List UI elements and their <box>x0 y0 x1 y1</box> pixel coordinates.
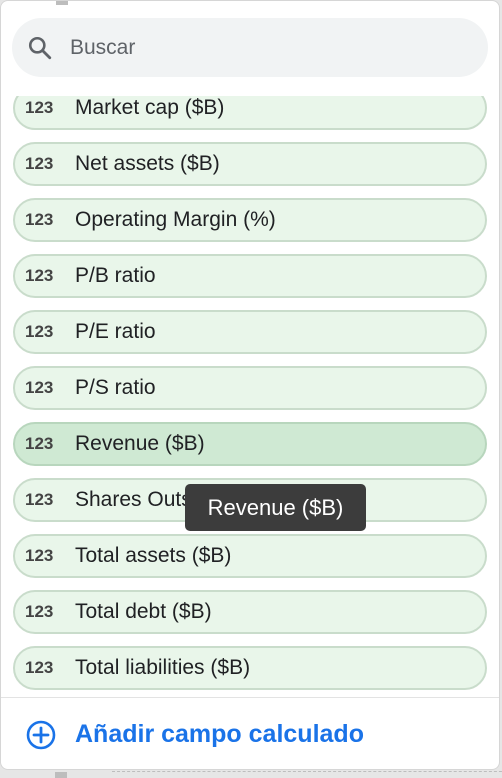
scrollbar-bottom-tick <box>55 772 67 778</box>
number-type-icon: 123 <box>25 322 54 341</box>
add-calculated-field-button[interactable]: Añadir campo calculado <box>1 698 499 769</box>
field-chip-total-liabilities[interactable]: 123 Total liabilities ($B) <box>13 646 487 690</box>
search-box[interactable] <box>12 18 488 77</box>
search-input[interactable] <box>68 34 452 61</box>
number-type-icon: 123 <box>25 210 54 229</box>
field-chip-revenue[interactable]: 123 Revenue ($B) <box>13 422 487 466</box>
number-type-icon: 123 <box>25 154 54 173</box>
footer-divider <box>1 697 499 698</box>
field-chip-total-assets[interactable]: 123 Total assets ($B) <box>13 534 487 578</box>
field-label: Shares Outs <box>75 488 192 511</box>
field-chip-market-cap[interactable]: 123 Market cap ($B) <box>13 96 487 130</box>
field-label: Total debt ($B) <box>75 600 212 623</box>
add-calculated-field-label: Añadir campo calculado <box>75 720 364 748</box>
field-label: Total liabilities ($B) <box>75 656 251 679</box>
field-label: P/B ratio <box>75 264 156 287</box>
field-label: P/E ratio <box>75 320 156 343</box>
field-chip-total-debt[interactable]: 123 Total debt ($B) <box>13 590 487 634</box>
add-circle-icon <box>25 719 57 751</box>
number-type-icon: 123 <box>25 98 54 117</box>
number-type-icon: 123 <box>25 434 54 453</box>
field-label: Operating Margin (%) <box>75 208 276 231</box>
field-label: Net assets ($B) <box>75 152 220 175</box>
field-list[interactable]: 123 Market cap ($B) 123 Net assets ($B) … <box>1 96 499 697</box>
field-label: Total assets ($B) <box>75 544 232 567</box>
number-type-icon: 123 <box>25 602 54 621</box>
search-icon <box>26 34 54 62</box>
field-chip-operating-margin[interactable]: 123 Operating Margin (%) <box>13 198 487 242</box>
scrollbar-top-tick <box>56 1 68 5</box>
field-chip-net-assets[interactable]: 123 Net assets ($B) <box>13 142 487 186</box>
field-label: Revenue ($B) <box>75 432 205 455</box>
number-type-icon: 123 <box>25 266 54 285</box>
dashed-drop-zone-edge <box>112 771 502 778</box>
field-tooltip: Revenue ($B) <box>185 484 366 531</box>
number-type-icon: 123 <box>25 490 54 509</box>
number-type-icon: 123 <box>25 658 54 677</box>
field-chip-ps-ratio[interactable]: 123 P/S ratio <box>13 366 487 410</box>
number-type-icon: 123 <box>25 546 54 565</box>
field-label: Market cap ($B) <box>75 96 225 119</box>
field-label: P/S ratio <box>75 376 156 399</box>
number-type-icon: 123 <box>25 378 54 397</box>
field-chip-pe-ratio[interactable]: 123 P/E ratio <box>13 310 487 354</box>
field-chip-pb-ratio[interactable]: 123 P/B ratio <box>13 254 487 298</box>
